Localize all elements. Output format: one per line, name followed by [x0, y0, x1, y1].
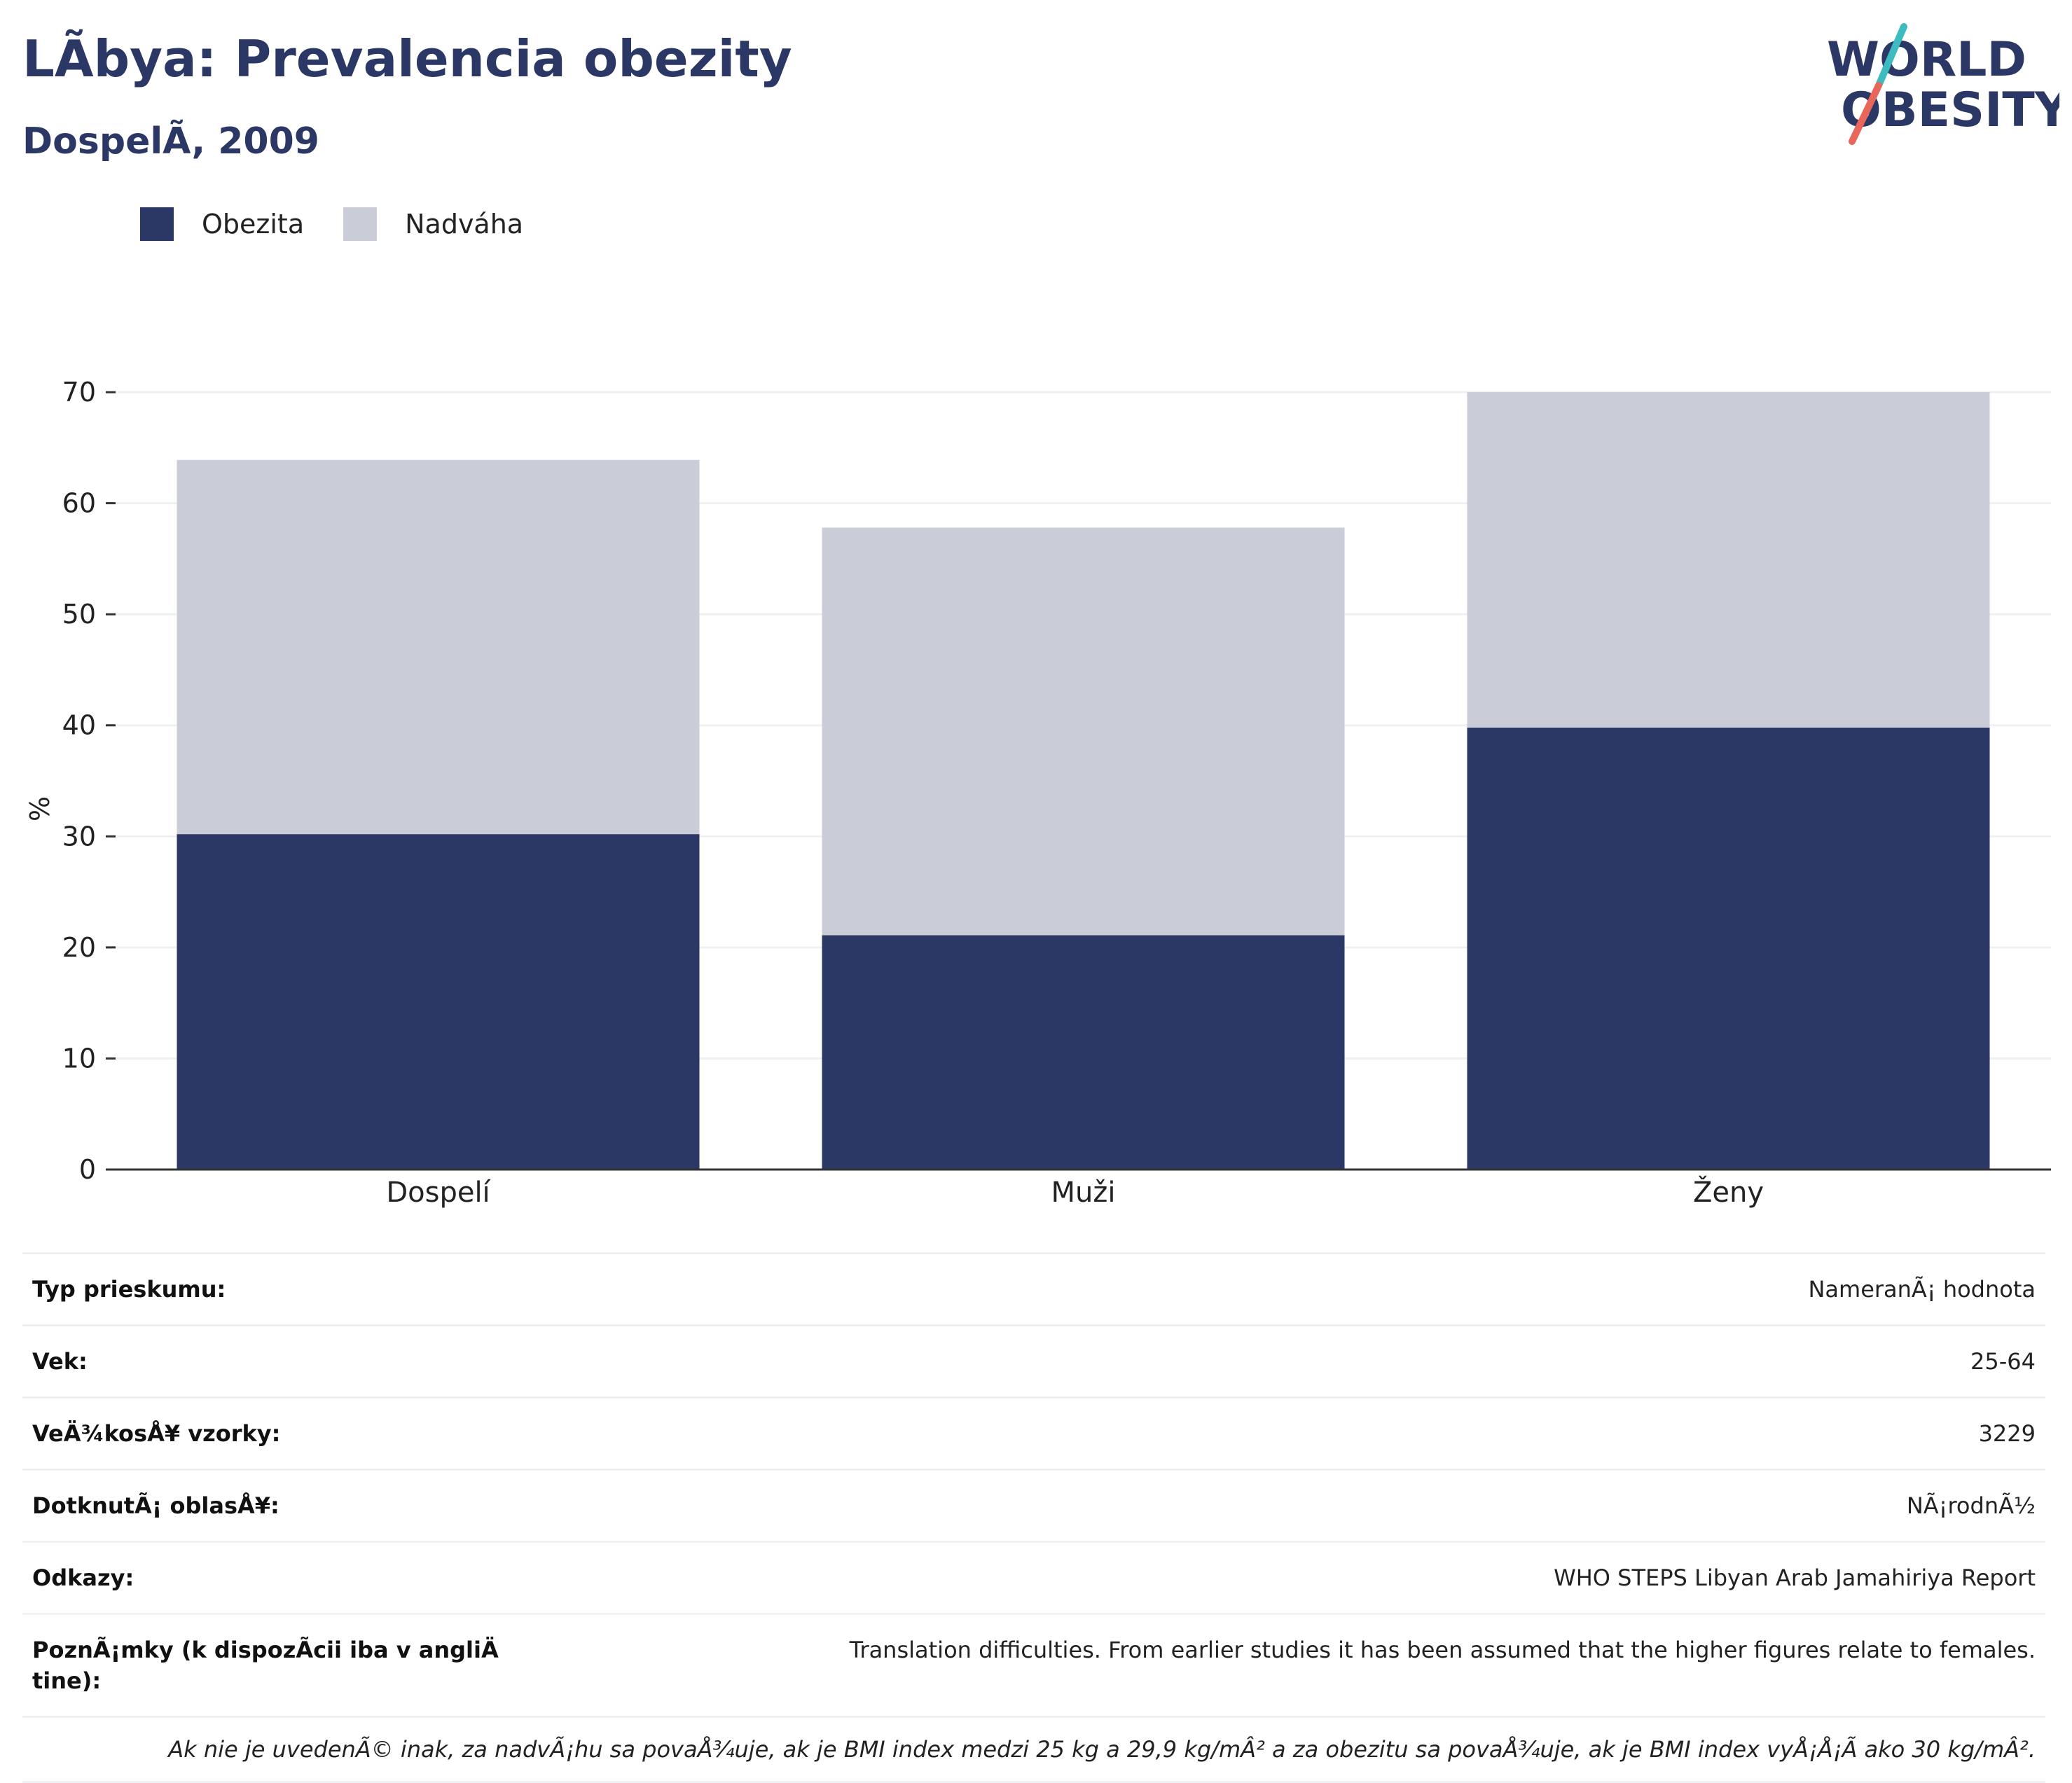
bmi-footnote: Ak nie je uvedenÃ© inak, za nadvÃ¡hu sa … — [22, 1716, 2045, 1783]
detail-value: 25-64 — [1970, 1348, 2036, 1375]
legend-swatch-obesity — [140, 207, 174, 241]
detail-label: Typ prieskumu: — [32, 1276, 226, 1303]
legend-label-overweight: Nadváha — [405, 209, 524, 240]
y-tick-label: 50 — [62, 599, 96, 630]
bar-overweight — [822, 527, 1345, 936]
y-tick-label: 0 — [79, 1154, 96, 1185]
page-subtitle: DospelÃ, 2009 — [22, 120, 319, 162]
x-tick-label: Ženy — [1693, 1175, 1764, 1209]
y-tick-label: 30 — [62, 821, 96, 852]
detail-label: DotknutÃ¡ oblasÅ¥: — [32, 1492, 279, 1519]
detail-value: NameranÃ¡ hodnota — [1808, 1276, 2036, 1303]
bar-obesity — [1467, 727, 1990, 1170]
detail-row: Odkazy: WHO STEPS Libyan Arab Jamahiriya… — [22, 1541, 2045, 1613]
detail-value: NÃ¡rodnÃ½ — [1906, 1492, 2036, 1519]
detail-row: PoznÃ¡mky (k dispozÃcii iba v angliÄ tin… — [22, 1613, 2045, 1716]
detail-label: PoznÃ¡mky (k dispozÃcii iba v angliÄ tin… — [32, 1637, 499, 1694]
logo-line1: WORLD — [1827, 32, 2026, 88]
x-tick-label: Muži — [1051, 1177, 1116, 1209]
y-tick-label: 40 — [62, 710, 96, 741]
world-obesity-logo: WORLD OBESITY — [1827, 23, 2059, 145]
bar-overweight — [177, 459, 700, 835]
y-tick-label: 10 — [62, 1043, 96, 1074]
bar-overweight — [1467, 392, 1990, 728]
detail-value: Translation difficulties. From earlier s… — [849, 1637, 2036, 1663]
bar-obesity — [177, 834, 700, 1170]
detail-label: VeÄ¾kosÅ¥ vzorky: — [32, 1420, 281, 1447]
y-tick-label: 70 — [62, 377, 96, 408]
legend-swatch-overweight — [343, 207, 378, 241]
detail-label: Odkazy: — [32, 1565, 134, 1591]
detail-row: DotknutÃ¡ oblasÅ¥: NÃ¡rodnÃ½ — [22, 1469, 2045, 1541]
y-axis-label: % — [25, 796, 55, 821]
legend-item-obesity[interactable]: Obezita — [140, 207, 304, 241]
detail-row: Vek: 25-64 — [22, 1324, 2045, 1396]
y-tick-label: 20 — [62, 932, 96, 963]
y-tick-label: 60 — [62, 488, 96, 519]
bar-obesity — [822, 935, 1345, 1170]
detail-value[interactable]: WHO STEPS Libyan Arab Jamahiriya Report — [1554, 1565, 2036, 1591]
legend-label-obesity: Obezita — [202, 209, 305, 240]
legend-item-overweight[interactable]: Nadváha — [343, 207, 523, 241]
detail-value: 3229 — [1978, 1420, 2036, 1447]
survey-details-table: Typ prieskumu: NameranÃ¡ hodnota Vek: 25… — [22, 1252, 2045, 1783]
detail-row: VeÄ¾kosÅ¥ vzorky: 3229 — [22, 1396, 2045, 1469]
detail-label: Vek: — [32, 1348, 88, 1375]
detail-row: Typ prieskumu: NameranÃ¡ hodnota — [22, 1252, 2045, 1324]
page-title: LÃbya: Prevalencia obezity — [22, 29, 792, 88]
x-tick-label: Dospelí — [386, 1177, 491, 1209]
stacked-bar-chart: 0 10 20 30 40 50 60 70% Dospelí Muži Ženy — [25, 377, 2051, 1209]
chart-legend: Obezita Nadváha — [140, 207, 562, 241]
